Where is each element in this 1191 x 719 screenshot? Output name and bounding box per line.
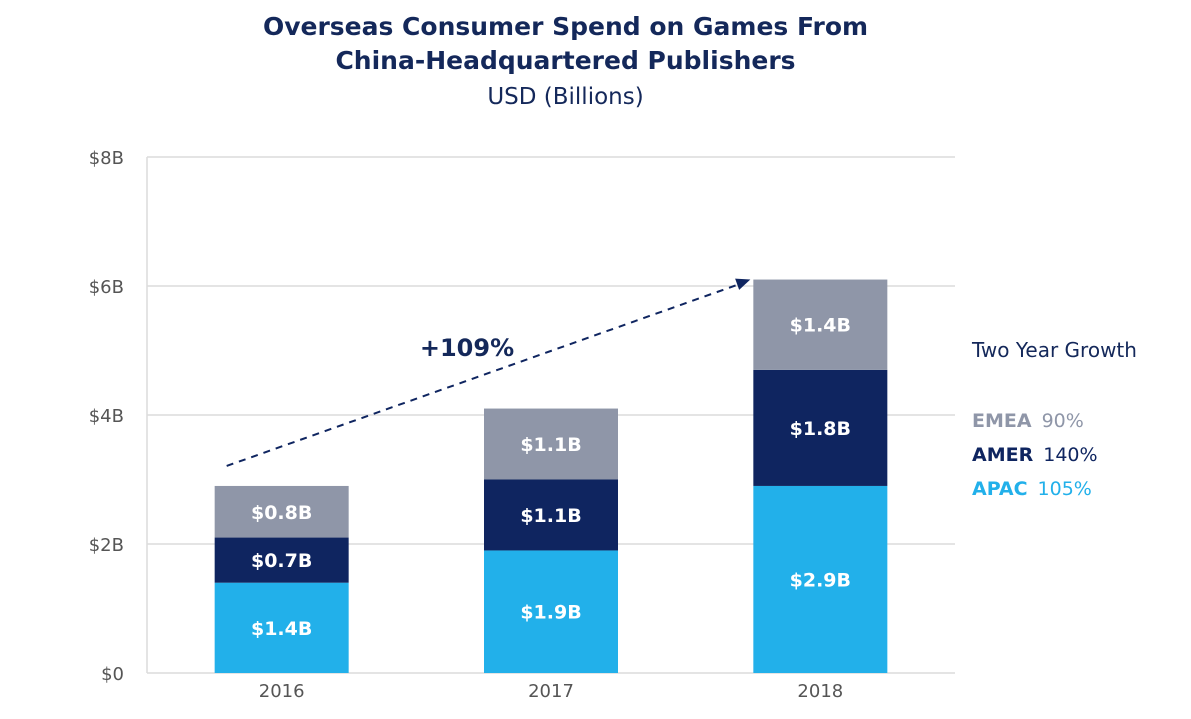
chart-title-line-1: Overseas Consumer Spend on Games From: [262, 12, 869, 41]
x-tick-label: 2018: [797, 681, 843, 702]
bar-data-label: $1.4B: [790, 315, 851, 337]
bar-segment-amer: [214, 537, 349, 583]
bar-data-label: $1.4B: [251, 618, 312, 640]
growth-value-emea: 90%: [1041, 410, 1084, 432]
bar-segment-apac: [753, 485, 888, 673]
bar-segment-apac: [484, 550, 618, 673]
growth-value-apac: 105%: [1037, 478, 1092, 500]
growth-annotation: +109%: [420, 334, 514, 362]
y-tick-label: $2B: [89, 535, 124, 556]
bar-segment-amer: [753, 369, 888, 486]
bar-data-label: $2.9B: [790, 569, 851, 591]
x-tick-label: 2016: [259, 681, 305, 702]
growth-value-amer: 140%: [1043, 444, 1098, 466]
bar-data-label: $0.7B: [251, 550, 312, 572]
growth-row-amer: AMER 140%: [972, 444, 1098, 466]
bar-data-label: $1.1B: [520, 505, 581, 527]
growth-row-emea: EMEA 90%: [972, 410, 1084, 432]
bar-segment-emea: [484, 408, 618, 480]
bar-segment-emea: [753, 279, 888, 370]
bar-segment-amer: [484, 479, 618, 551]
y-tick-label: $8B: [89, 148, 124, 169]
growth-label-amer: AMER: [972, 444, 1034, 466]
growth-label-emea: EMEA: [972, 410, 1032, 432]
x-tick-label: 2017: [528, 681, 574, 702]
growth-label-apac: APAC: [972, 478, 1028, 500]
growth-arrow-line: [226, 282, 743, 467]
bar-segment-emea: [214, 485, 349, 538]
y-tick-label: $6B: [89, 277, 124, 298]
y-tick-label: $4B: [89, 406, 124, 427]
bar-data-label: $1.8B: [790, 418, 851, 440]
chart-title-line-2: China-Headquartered Publishers: [335, 46, 796, 75]
growth-arrow-head: [735, 278, 751, 290]
growth-row-apac: APAC 105%: [972, 478, 1092, 500]
bar-data-label: $1.1B: [520, 434, 581, 456]
bar-data-label: $1.9B: [520, 602, 581, 624]
bar-segment-apac: [214, 582, 349, 673]
growth-panel-title: Two Year Growth: [972, 338, 1137, 362]
bar-data-label: $0.8B: [251, 502, 312, 524]
chart-subtitle: USD (Billions): [487, 84, 644, 110]
y-tick-label: $0: [101, 664, 124, 685]
